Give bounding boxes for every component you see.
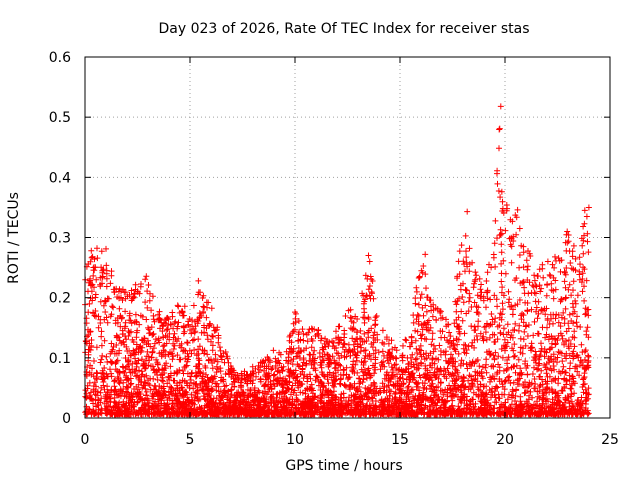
data-point (422, 251, 429, 258)
data-point (195, 277, 202, 284)
x-tick-labels: 0 5 10 15 20 25 (81, 432, 619, 448)
data-points (82, 103, 592, 418)
x-tick-label: 0 (81, 432, 90, 448)
data-point (514, 206, 521, 213)
data-point (581, 207, 588, 214)
y-tick-label: 0.5 (49, 110, 71, 126)
scatter-cloud (82, 126, 592, 418)
plot-frame (84, 56, 611, 419)
data-point (496, 125, 503, 132)
y-tick-label: 0.6 (49, 50, 71, 66)
x-tick-label: 20 (496, 432, 514, 448)
data-point (583, 213, 590, 220)
x-tick-label: 15 (391, 432, 409, 448)
y-tick-label: 0 (62, 411, 71, 427)
axis-ticks (84, 56, 611, 419)
x-tick-label: 10 (286, 432, 304, 448)
data-point (88, 247, 95, 254)
data-point (504, 205, 511, 212)
y-tick-labels: 0 0.1 0.2 0.3 0.4 0.5 0.6 (49, 50, 71, 427)
x-axis-label: GPS time / hours (285, 458, 402, 474)
y-axis-label: ROTI / TECUs (6, 192, 22, 284)
data-point (292, 309, 298, 316)
grid-lines (85, 57, 610, 418)
x-tick-label: 25 (601, 432, 619, 448)
data-point (497, 103, 504, 110)
data-point (464, 208, 471, 215)
data-point (103, 245, 109, 252)
y-tick-label: 0.2 (49, 291, 71, 307)
y-tick-label: 0.4 (49, 170, 71, 186)
y-tick-label: 0.3 (49, 231, 71, 247)
data-point (498, 188, 505, 195)
data-point (365, 252, 372, 259)
y-tick-label: 0.1 (49, 351, 71, 367)
x-tick-label: 5 (186, 432, 195, 448)
chart-title: Day 023 of 2026, Rate Of TEC Index for r… (158, 21, 529, 37)
